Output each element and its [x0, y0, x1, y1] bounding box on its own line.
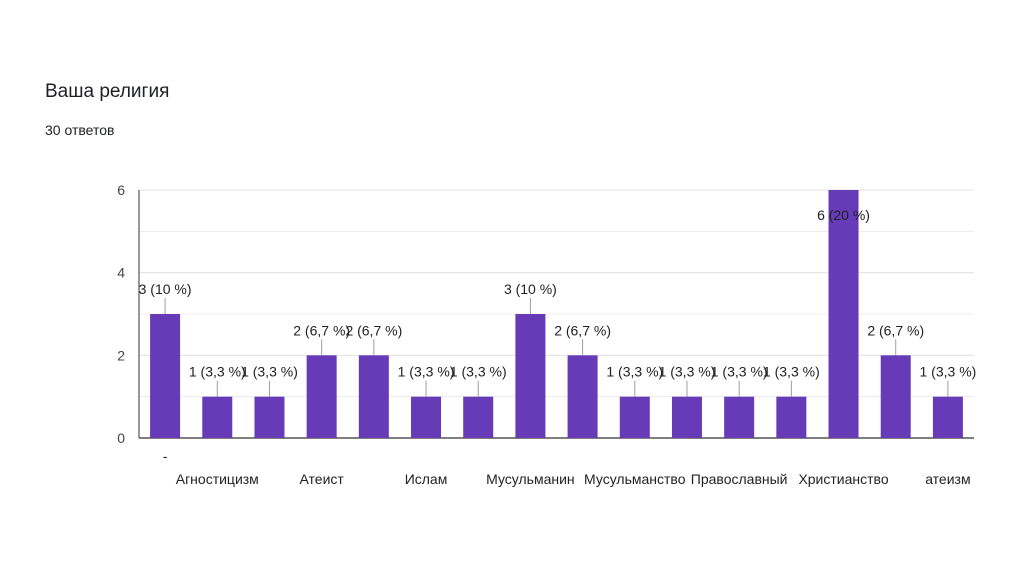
x-tick-label: Ислам [405, 471, 448, 487]
x-tick-label: - [163, 448, 168, 464]
x-tick-label: атеизм [925, 471, 970, 487]
y-tick-label: 0 [117, 430, 125, 446]
data-label: 1 (3,3 %) [606, 364, 663, 380]
bar [411, 396, 442, 438]
bar [932, 396, 963, 438]
x-tick-label: Православный [691, 471, 788, 487]
y-tick-label: 6 [117, 182, 125, 198]
bar [463, 396, 494, 438]
chart-title: Ваша религия [45, 81, 170, 102]
bar [567, 355, 598, 438]
bar [880, 355, 911, 438]
x-tick-label: Христианство [798, 471, 888, 487]
data-label: 1 (3,3 %) [450, 364, 507, 380]
x-tick-label: Мусульманство [584, 471, 686, 487]
response-count: 30 ответов [45, 122, 115, 138]
data-label: 3 (10 %) [504, 281, 557, 297]
data-label: 1 (3,3 %) [920, 364, 977, 380]
data-label: 1 (3,3 %) [711, 364, 768, 380]
data-label: 2 (6,7 %) [867, 322, 924, 338]
data-label: 2 (6,7 %) [554, 322, 611, 338]
bar [254, 396, 285, 438]
data-label: 1 (3,3 %) [241, 364, 298, 380]
data-label: 1 (3,3 %) [763, 364, 820, 380]
bar [776, 396, 807, 438]
x-tick-label: Мусульманин [486, 471, 575, 487]
bar [358, 355, 389, 438]
bar [724, 396, 755, 438]
data-label: 6 (20 %) [817, 207, 870, 223]
y-tick-label: 4 [117, 265, 125, 281]
bar [828, 190, 859, 438]
data-label: 1 (3,3 %) [189, 364, 246, 380]
bar [671, 396, 702, 438]
x-tick-label: Агностицизм [176, 471, 259, 487]
data-label: 1 (3,3 %) [659, 364, 716, 380]
bar [202, 396, 233, 438]
y-tick-label: 2 [117, 347, 125, 363]
bar [150, 314, 181, 438]
data-label: 2 (6,7 %) [345, 322, 402, 338]
bar [515, 314, 546, 438]
data-label: 2 (6,7 %) [293, 322, 350, 338]
bar [619, 396, 650, 438]
data-label: 1 (3,3 %) [398, 364, 455, 380]
bar [306, 355, 337, 438]
data-label: 3 (10 %) [139, 281, 192, 297]
x-tick-label: Атеист [300, 471, 345, 487]
